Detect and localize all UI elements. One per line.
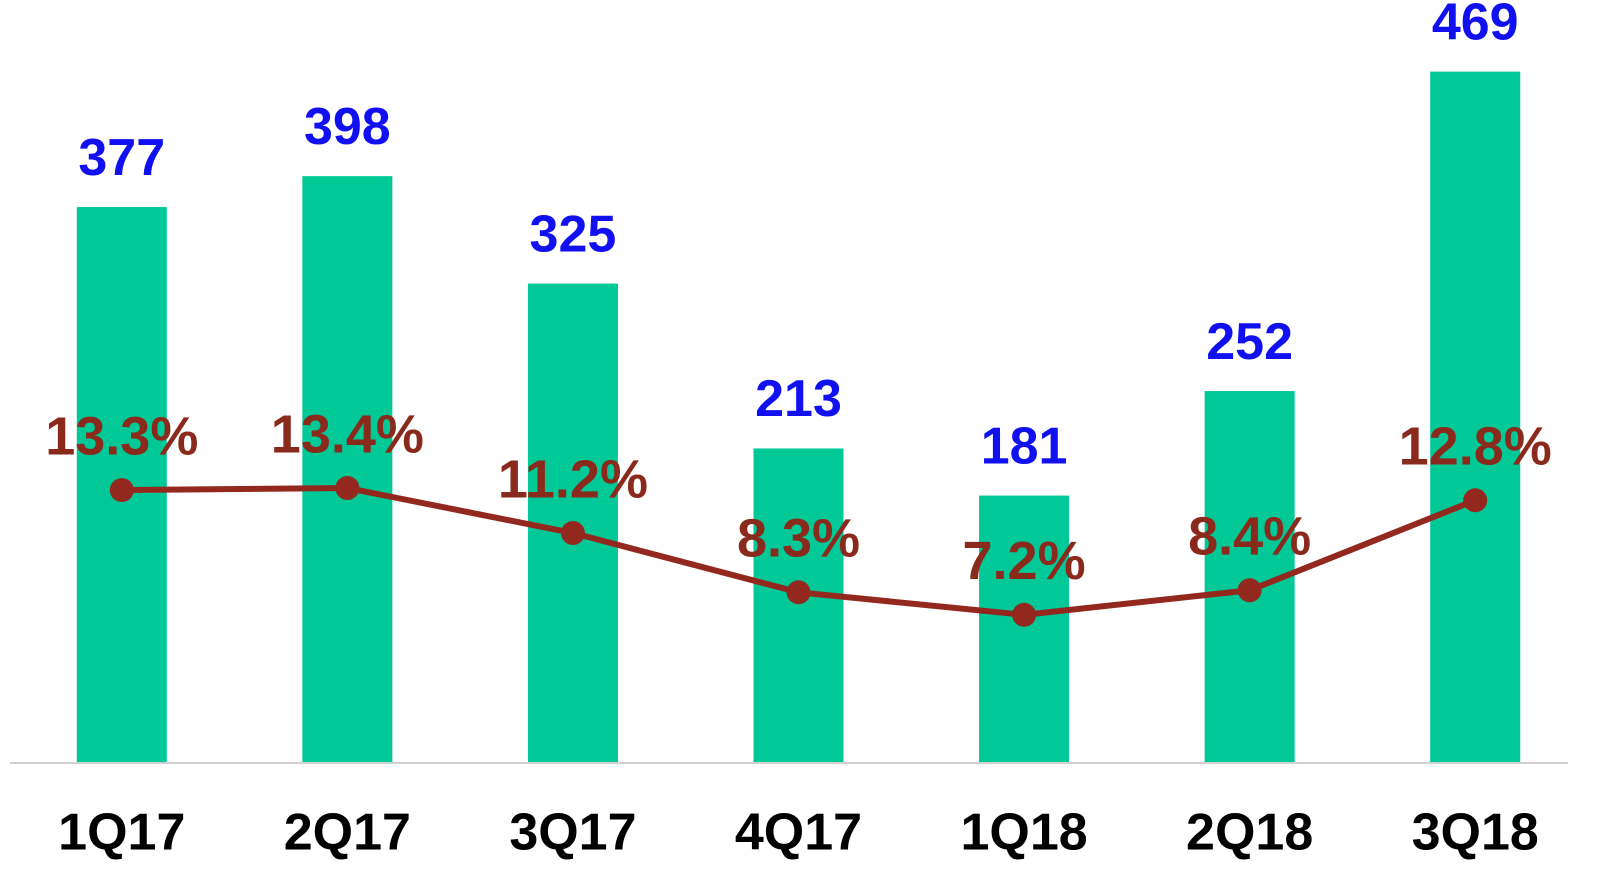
line-marker [1012,602,1037,627]
bar [979,495,1070,762]
x-tick-label: 2Q17 [284,804,411,862]
line-marker [786,580,811,605]
bar-value-label: 377 [78,129,165,187]
bar [302,176,393,763]
x-tick-label: 3Q18 [1412,804,1539,862]
bar [1430,71,1521,762]
x-tick-label: 1Q18 [960,804,1087,862]
line-marker [560,521,585,546]
line-value-label: 8.4% [1188,507,1311,567]
x-tick-label: 2Q18 [1186,804,1313,862]
bar-value-label: 325 [530,205,617,263]
line-marker [1463,488,1488,513]
line-value-label: 13.3% [45,406,198,466]
bar [753,448,844,762]
line-value-label: 12.8% [1399,417,1552,477]
bar-value-label: 398 [304,98,391,156]
x-tick-label: 3Q17 [509,804,636,862]
line-marker [335,476,360,501]
x-tick-label: 4Q17 [735,804,862,862]
line-value-label: 11.2% [498,449,648,509]
x-tick-label: 1Q17 [58,804,185,862]
bar-value-label: 213 [755,370,842,428]
bar-value-label: 469 [1432,0,1519,51]
bar-value-label: 252 [1206,313,1293,371]
line-marker [109,478,134,503]
line-value-label: 7.2% [963,531,1086,591]
bar-value-label: 181 [981,417,1068,475]
line-marker [1237,578,1262,603]
line-value-label: 13.4% [271,404,424,464]
line-value-label: 8.3% [737,509,860,569]
